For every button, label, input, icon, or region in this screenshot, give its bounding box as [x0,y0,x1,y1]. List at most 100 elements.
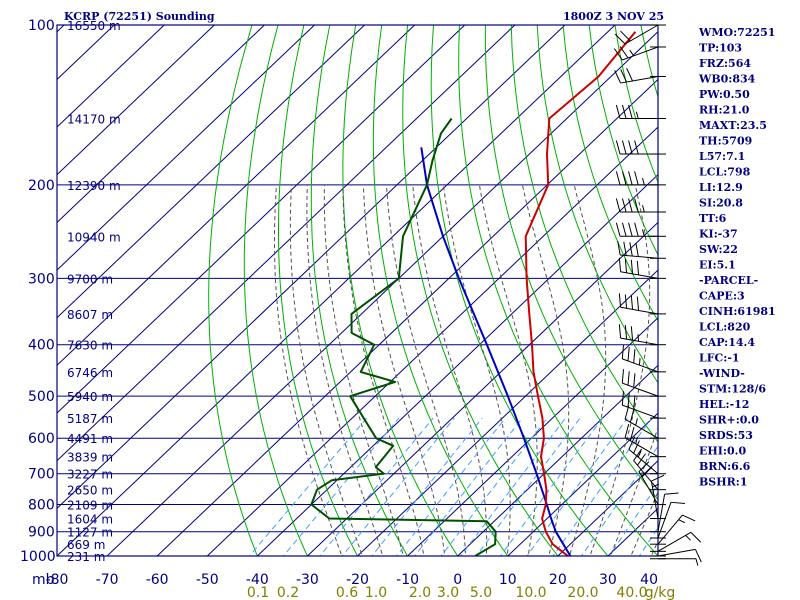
wind-barb-feather [636,296,640,311]
wind-barb-feather [618,293,622,308]
wind-barb [650,548,702,563]
wind-barb-feather [634,198,639,213]
wind-barb-feather [685,535,691,541]
wind-barb-feather [617,241,621,256]
isotherm-line [57,25,566,510]
index-entry: RH:21.0 [699,104,750,117]
wind-barb-feather [637,450,642,458]
mixing-ratio-line [319,417,434,556]
dry-adiabat-line [510,25,658,443]
wind-barb [617,241,666,259]
wind-barb-feather [633,448,643,461]
index-entry: EI:5.1 [699,259,736,272]
dewpoint-trace [310,117,497,556]
wind-barb-shaft [620,337,659,346]
height-labels: 16550 m 14170 m 12390 m 10940 m 9700 m 8607 m… [67,19,121,564]
wind-barb [650,492,679,533]
wind-barb-feather [635,111,639,119]
wind-barb-shaft [657,531,692,552]
mixing-ratio-label: 2.0 [409,585,431,600]
isotherm-line [57,25,215,176]
pressure-tick-label: 500 [28,389,55,405]
wind-barb-feather [635,436,638,444]
wind-barb-shaft [622,358,659,373]
moist-adiabat-line [306,184,384,556]
wind-barb [624,424,666,458]
wind-barb-feather [682,514,696,522]
wind-barb-feather [690,531,702,543]
temperature-trace [524,31,637,556]
isotherm-line [407,317,658,556]
temperature-tick-label: -10 [396,572,419,588]
index-entry: CAP:14.4 [699,336,755,349]
height-label: 2109 m [67,499,113,513]
wind-barb-shaft [628,448,659,475]
dry-adiabat-line [588,25,658,256]
wind-barb-feather [630,295,634,310]
moist-adiabat-line [442,184,511,556]
wind-barb-shaft [633,460,659,490]
index-entry: TH:5709 [699,135,752,148]
temperature-tick-label: 10 [499,572,517,588]
height-label: 6746 m [67,366,113,380]
isotherm-line [156,78,658,556]
wind-barb [613,46,666,61]
pressure-tick-label: 1000 [20,549,56,565]
isotherm-line [57,25,315,271]
wind-barb-shaft [622,404,659,419]
wind-barb-feather [634,222,639,237]
wind-barb [628,436,666,475]
dry-adiabat-line [342,25,459,556]
index-entry: BRN:6.6 [699,460,751,473]
wind-barb-feather [627,346,630,361]
dry-adiabat-line [278,25,359,556]
wind-barb-feather [634,140,639,155]
wind-barb-feather [633,440,640,454]
height-label: 7630 m [67,339,113,353]
wind-barb [618,293,666,315]
index-entry: STM:128/6 [699,383,766,396]
index-entry: LCL:798 [699,166,751,179]
wind-barb-feather [613,48,623,61]
moist-adiabat-line [323,184,404,556]
wind-barb-shaft [620,75,659,84]
wind-barb-feather [695,558,699,566]
dry-adiabat-line [458,25,658,556]
isotherm-line [206,126,658,556]
wind-barb-feather [628,436,636,450]
moist-adiabat-line [274,184,343,556]
moist-adiabat-line [386,184,467,556]
index-entry: SHR+:0.0 [699,414,759,427]
height-label: 231 m [67,550,105,564]
wind-barb-feather [664,492,679,495]
wind-barb-feather [628,104,633,119]
wind-barb-feather [633,349,636,364]
temperature-tick-label: -40 [246,572,269,588]
mixing-ratio-label: g/kg [645,585,676,600]
isotherm-line [57,25,616,556]
height-label: 3839 m [67,451,113,465]
isotherm-lines [57,25,658,556]
wind-barb-feather [621,369,625,384]
wind-barbs [613,24,702,566]
wind-barb-feather [615,140,621,155]
mixing-ratio-label: 5.0 [470,585,492,600]
isotherm-line [357,269,658,556]
isotherm-line [256,174,658,556]
wind-barb [621,391,666,419]
isotherm-line [57,25,416,367]
moist-adiabat-line [630,490,658,556]
isotherm-line [57,25,516,462]
temperature-tick-label: 0 [453,572,462,588]
wind-barb [614,68,666,84]
isotherm-line [507,412,658,556]
mixing-ratio-line [341,417,455,556]
wind-barb-feather [624,405,630,420]
dry-adiabat-line [484,25,658,501]
mixing-ratio-label: 20.0 [567,585,598,600]
index-entry: WB0:834 [698,73,756,86]
wind-barb-feather [694,549,702,563]
height-label: 5940 m [67,390,113,404]
height-label: 669 m [67,538,105,552]
